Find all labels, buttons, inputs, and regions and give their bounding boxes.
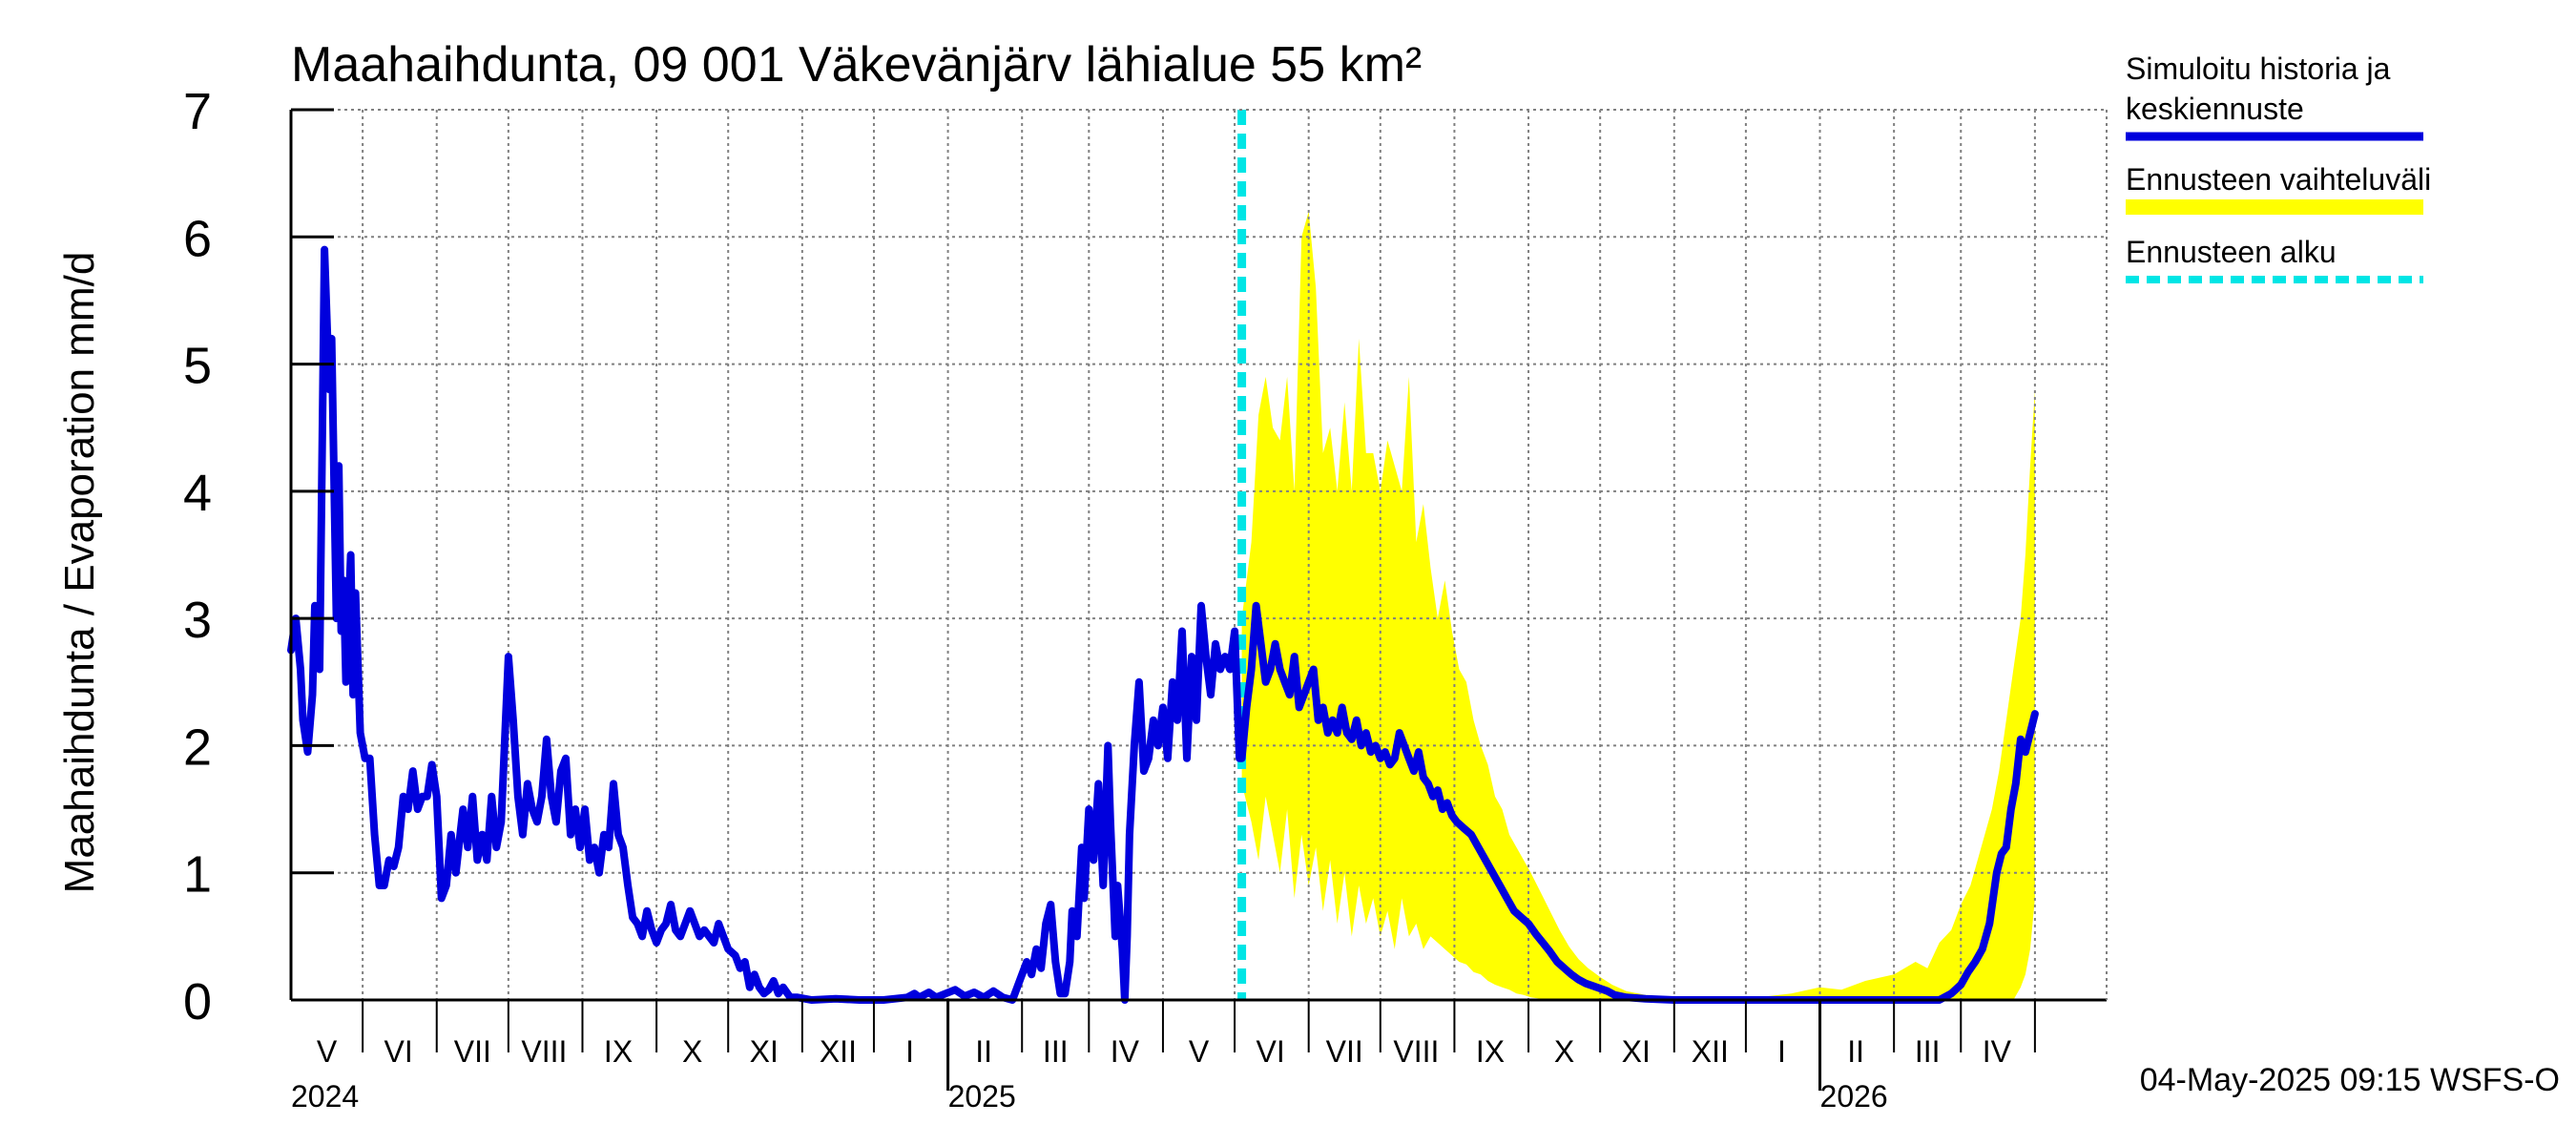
month-tick-label: V bbox=[317, 1034, 338, 1069]
month-tick-label: IV bbox=[1983, 1034, 2012, 1069]
month-tick-label: VII bbox=[1326, 1034, 1363, 1069]
series-line-layer bbox=[287, 110, 2039, 1004]
legend-label-range: Ennusteen vaihteluväli bbox=[2126, 162, 2431, 197]
month-tick-label: II bbox=[1847, 1034, 1864, 1069]
month-tick-label: IX bbox=[604, 1034, 633, 1069]
y-tick-label: 5 bbox=[183, 338, 212, 395]
legend-label-forecast-start: Ennusteen alku bbox=[2126, 235, 2337, 269]
month-tick-label: XII bbox=[1692, 1034, 1729, 1069]
month-tick-label: IV bbox=[1111, 1034, 1140, 1069]
month-tick-label: XI bbox=[750, 1034, 779, 1069]
y-tick-label: 1 bbox=[183, 846, 212, 904]
month-tick-label: III bbox=[1043, 1034, 1069, 1069]
year-tick-label: 2024 bbox=[291, 1079, 359, 1114]
month-tick-label: V bbox=[1189, 1034, 1210, 1069]
year-tick-label: 2025 bbox=[948, 1079, 1016, 1114]
month-tick-label: VIII bbox=[1393, 1034, 1439, 1069]
month-tick-label: IX bbox=[1476, 1034, 1505, 1069]
y-tick-label: 2 bbox=[183, 718, 212, 776]
month-tick-label: X bbox=[682, 1034, 702, 1069]
y-tick-label: 6 bbox=[183, 210, 212, 267]
grid-layer bbox=[291, 110, 2107, 1000]
chart-title: Maahaihdunta, 09 001 Väkevänjärv lähialu… bbox=[291, 37, 1422, 93]
y-axis-label: Maahaihdunta / Evaporation mm/d bbox=[56, 252, 103, 894]
month-tick-label: II bbox=[975, 1034, 992, 1069]
month-tick-label: I bbox=[905, 1034, 914, 1069]
month-tick-label: VI bbox=[1257, 1034, 1285, 1069]
y-tick-label: 4 bbox=[183, 465, 212, 522]
month-tick-label: VI bbox=[384, 1034, 413, 1069]
month-tick-label: III bbox=[1915, 1034, 1941, 1069]
month-tick-label: VII bbox=[454, 1034, 491, 1069]
month-tick-label: XI bbox=[1622, 1034, 1651, 1069]
y-tick-label: 0 bbox=[183, 973, 212, 1030]
legend-label-mean-cont: keskiennuste bbox=[2126, 92, 2304, 126]
legend: Simuloitu historia ja keskiennuste Ennuste… bbox=[2126, 52, 2431, 283]
mean-forecast-line bbox=[287, 245, 2039, 1004]
y-tick-label: 7 bbox=[183, 83, 212, 140]
forecast-range-band bbox=[1241, 211, 2035, 1001]
month-tick-label: VIII bbox=[521, 1034, 567, 1069]
forecast-range-band-layer bbox=[1241, 211, 2035, 1001]
month-tick-label: X bbox=[1554, 1034, 1574, 1069]
month-tick-label: XII bbox=[820, 1034, 857, 1069]
legend-label-mean: Simuloitu historia ja bbox=[2126, 52, 2391, 86]
y-tick-label: 3 bbox=[183, 592, 212, 649]
year-tick-label: 2026 bbox=[1820, 1079, 1888, 1114]
footer-timestamp: 04-May-2025 09:15 WSFS-O bbox=[2140, 1062, 2560, 1098]
month-tick-label: I bbox=[1777, 1034, 1786, 1069]
